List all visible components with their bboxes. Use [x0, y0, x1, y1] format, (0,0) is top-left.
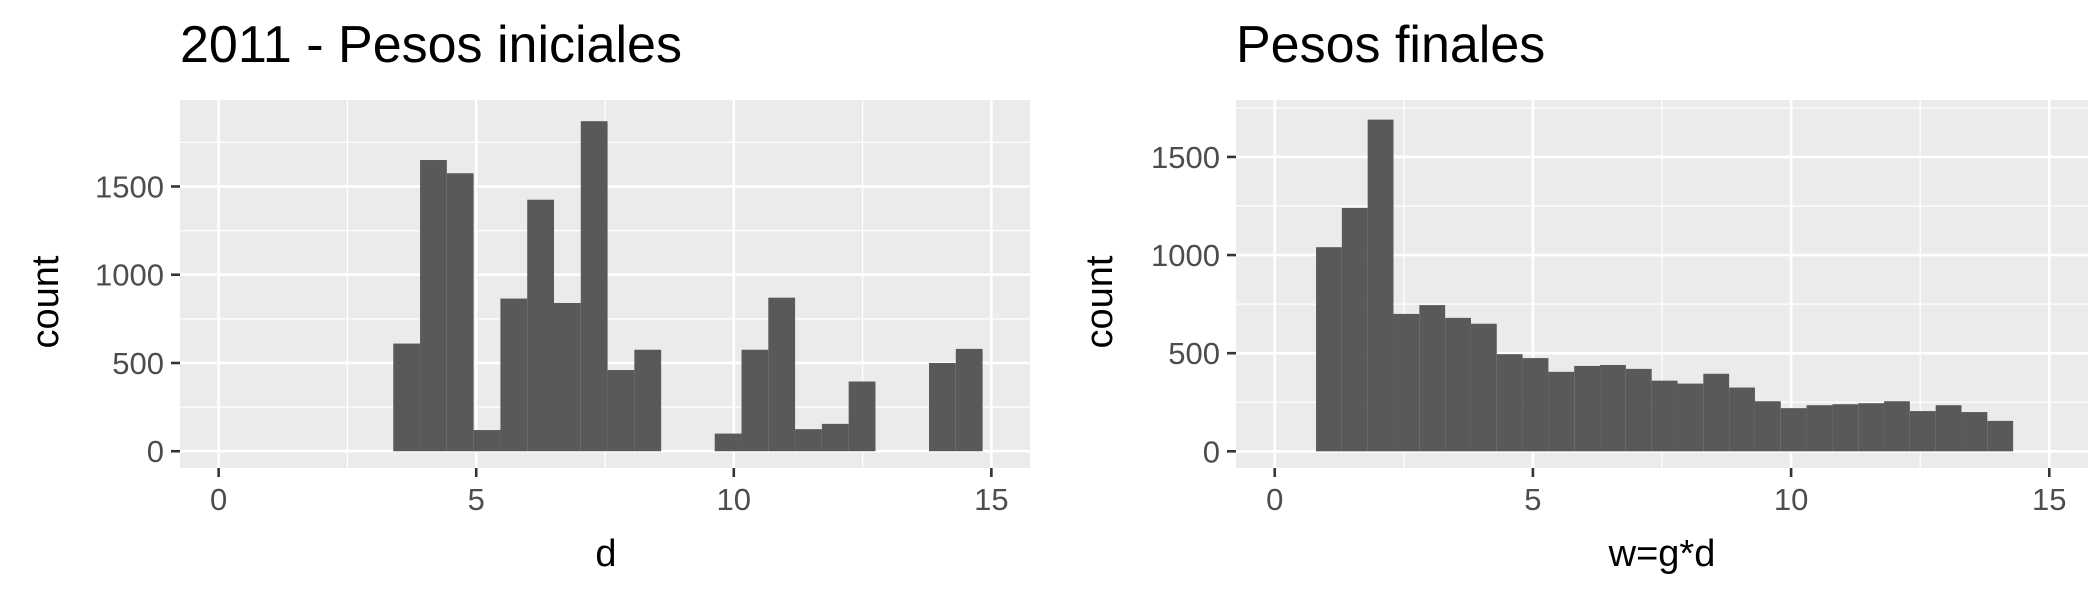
histogram-bar — [1600, 364, 1626, 452]
histogram-bar — [1729, 387, 1755, 452]
chart-title: Pesos finales — [1236, 16, 1545, 74]
chart-title: 2011 - Pesos iniciales — [180, 16, 682, 74]
histogram-bar — [1316, 247, 1342, 452]
histogram-bar — [607, 370, 635, 452]
histogram-bar — [1496, 354, 1523, 452]
y-tick-label: 500 — [1168, 336, 1220, 371]
histogram-bar — [1909, 411, 1936, 452]
histogram-bar — [1754, 401, 1781, 452]
histogram-bar — [1548, 371, 1575, 452]
histogram-bar — [1574, 365, 1601, 452]
y-tick-label: 0 — [147, 434, 164, 469]
histogram-bar — [714, 433, 742, 452]
histogram-bar — [1470, 323, 1497, 452]
x-tick-label: 15 — [974, 482, 1008, 517]
histogram-bar — [1341, 207, 1368, 452]
y-tick-label: 1500 — [1151, 140, 1220, 175]
y-tick-label: 1500 — [95, 169, 164, 204]
x-tick-label: 0 — [210, 482, 227, 517]
y-tick-label: 500 — [112, 346, 164, 381]
histogram-bar — [446, 173, 474, 452]
histogram-bar — [1677, 383, 1704, 452]
x-tick-label: 5 — [468, 482, 485, 517]
histogram-bar — [393, 343, 421, 452]
x-axis-title: d — [595, 533, 616, 575]
y-axis-title: count — [25, 255, 67, 348]
histogram-bar — [1393, 313, 1420, 452]
x-tick-label: 15 — [2032, 482, 2066, 517]
chart-pesos-finales: 0 5 10 15 0 500 1000 1500 Pesos finales count w=g*… — [1079, 16, 2088, 575]
x-tick-label: 10 — [1774, 482, 1808, 517]
histogram-bar — [1961, 412, 1988, 452]
histogram-bar — [848, 381, 876, 452]
histogram-bar — [1806, 405, 1833, 452]
histogram-bar — [955, 348, 983, 452]
x-axis-title: w=g*d — [1608, 533, 1716, 575]
histogram-bar — [420, 160, 447, 452]
histogram-bar — [500, 298, 528, 452]
histogram-bar — [1419, 305, 1446, 452]
chart-pesos-iniciales: 0 5 10 15 0 500 1000 1500 2011 - Pesos iniciales… — [25, 16, 1030, 575]
histogram-bar — [1832, 404, 1859, 452]
histogram-bar — [1625, 368, 1652, 452]
histogram-bar — [929, 362, 956, 452]
histogram-bar — [821, 423, 849, 452]
y-tick-label: 1000 — [1151, 238, 1220, 273]
histogram-bar — [741, 349, 769, 452]
histogram-bar — [634, 349, 662, 452]
y-tick-label: 1000 — [95, 258, 164, 293]
x-tick-label: 10 — [717, 482, 751, 517]
histogram-bar — [1987, 420, 2014, 452]
histogram-bar — [554, 302, 581, 452]
x-tick-label: 0 — [1266, 482, 1283, 517]
histogram-bar — [527, 199, 554, 452]
histogram-bar — [768, 297, 796, 452]
y-tick-label: 0 — [1203, 434, 1220, 469]
histogram-bar — [1367, 119, 1394, 452]
histogram-bar — [795, 429, 822, 452]
histogram-bar — [1522, 358, 1549, 452]
histogram-bar — [1858, 403, 1885, 452]
histogram-bar — [580, 121, 608, 452]
histogram-bar — [1884, 401, 1910, 452]
y-axis-title: count — [1079, 255, 1121, 348]
histogram-bar — [473, 430, 501, 452]
histogram-bar — [1780, 408, 1807, 452]
histogram-bar — [1703, 373, 1730, 452]
histogram-bar — [1445, 317, 1471, 452]
x-tick-label: 5 — [1524, 482, 1541, 517]
histogram-bar — [1935, 405, 1962, 452]
histogram-bar — [1651, 380, 1678, 452]
